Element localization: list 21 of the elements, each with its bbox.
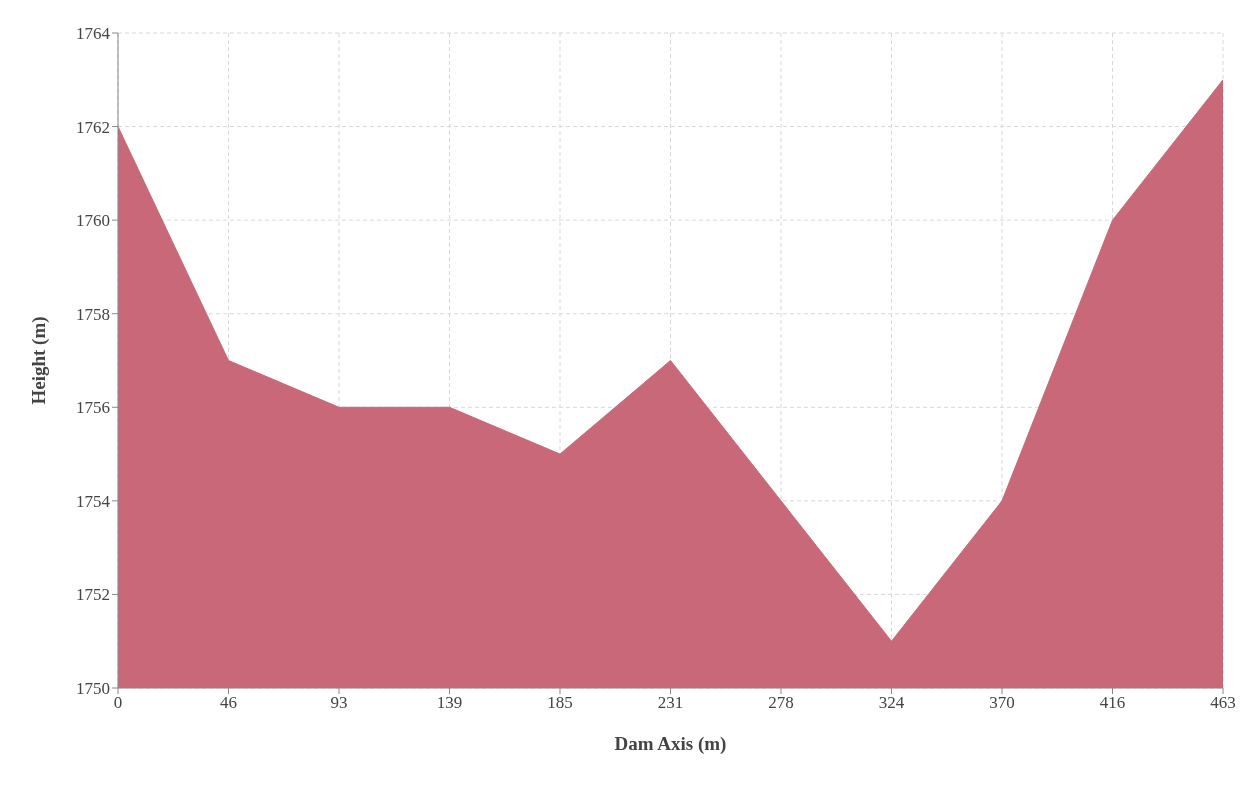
x-tick-label: 370 bbox=[989, 693, 1015, 713]
x-tick-label: 416 bbox=[1099, 693, 1126, 713]
x-axis-title: Dam Axis (m) bbox=[614, 733, 727, 755]
y-tick-label: 1760 bbox=[76, 211, 110, 231]
y-tick-label: 1758 bbox=[76, 304, 110, 324]
x-tick-label: 463 bbox=[1210, 693, 1236, 713]
y-tick-label: 1764 bbox=[76, 24, 111, 44]
y-tick-label: 1752 bbox=[76, 585, 110, 605]
x-tick-label: 231 bbox=[657, 693, 684, 713]
x-tick-label: 185 bbox=[547, 693, 573, 713]
x-tick-label: 46 bbox=[220, 693, 237, 713]
y-tick-label: 1756 bbox=[76, 398, 110, 418]
y-axis-title: Height (m) bbox=[27, 316, 50, 405]
x-tick-label: 0 bbox=[113, 693, 123, 713]
x-tick-label: 139 bbox=[436, 693, 463, 713]
x-tick-label: 93 bbox=[330, 693, 348, 713]
y-tick-label: 1754 bbox=[76, 491, 111, 511]
y-tick-label: 1750 bbox=[76, 679, 110, 699]
x-tick-label: 324 bbox=[878, 693, 905, 713]
y-tick-label: 1762 bbox=[76, 117, 110, 137]
x-tick-label: 278 bbox=[768, 693, 794, 713]
